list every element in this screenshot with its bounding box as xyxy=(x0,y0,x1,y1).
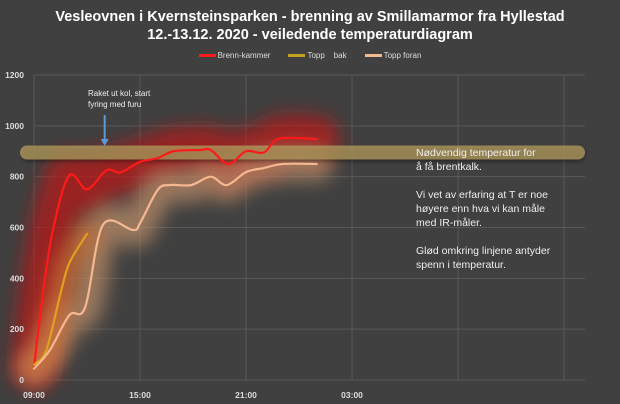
series-line-brenn-kammer xyxy=(32,136,318,369)
y-tick-label: 1200 xyxy=(5,70,24,80)
legend-label: Topp foran xyxy=(383,51,422,60)
legend: Brenn-kammer Topp bak Topp foran xyxy=(0,51,620,60)
legend-item-brenn-kammer: Brenn-kammer xyxy=(198,51,271,60)
x-tick-label: 09:00 xyxy=(23,390,45,400)
y-tick-label: 0 xyxy=(19,375,24,385)
annotation-line: Glød omkring linjene antyder xyxy=(416,245,551,257)
annotation-line: med IR-måler. xyxy=(416,217,482,229)
side-annotation: Nødvendig temperatur for å få brentkalk. … xyxy=(416,146,550,286)
annotation-arrow-head xyxy=(100,139,109,146)
chart-subtitle: 12.-13.12. 2020 - veiledende temperaturd… xyxy=(147,27,473,43)
series-line-topp-foran xyxy=(32,162,318,370)
legend-label: Brenn-kammer xyxy=(217,51,271,60)
legend-item-topp-bak: Topp bak xyxy=(288,51,347,60)
annotation-line: Vi vet av erfaring at T er noe xyxy=(416,189,548,201)
annotation-line: å få brentkalk. xyxy=(416,161,482,173)
y-tick-label: 1000 xyxy=(5,121,24,131)
y-tick-label: 400 xyxy=(10,273,24,283)
annotation-line: høyere enn hva vi kan måle xyxy=(416,203,545,215)
legend-label: Topp bak xyxy=(307,51,347,60)
x-tick-label: 03:00 xyxy=(341,390,363,400)
annotation-line: spenn i temperatur. xyxy=(416,259,506,271)
annotation-line: Nødvendig temperatur for xyxy=(416,147,536,159)
y-tick-label: 800 xyxy=(10,172,24,182)
x-tick-label: 21:00 xyxy=(235,390,257,400)
y-tick-label: 600 xyxy=(10,223,24,233)
legend-swatch xyxy=(198,54,216,57)
legend-swatch xyxy=(364,54,382,57)
annotation-line: Raket ut kol, start xyxy=(88,89,151,98)
series-line-topp-bak xyxy=(32,232,89,366)
annotation-line: fyring med furu xyxy=(88,100,142,109)
chart-title: Vesleovnen i Kvernsteinsparken - brennin… xyxy=(55,9,565,25)
legend-swatch xyxy=(288,54,306,57)
arrow-annotation: Raket ut kol, start fyring med furu xyxy=(88,88,150,110)
y-tick-label: 200 xyxy=(10,324,24,334)
x-tick-label: 15:00 xyxy=(129,390,151,400)
legend-item-topp-foran: Topp foran xyxy=(364,51,422,60)
